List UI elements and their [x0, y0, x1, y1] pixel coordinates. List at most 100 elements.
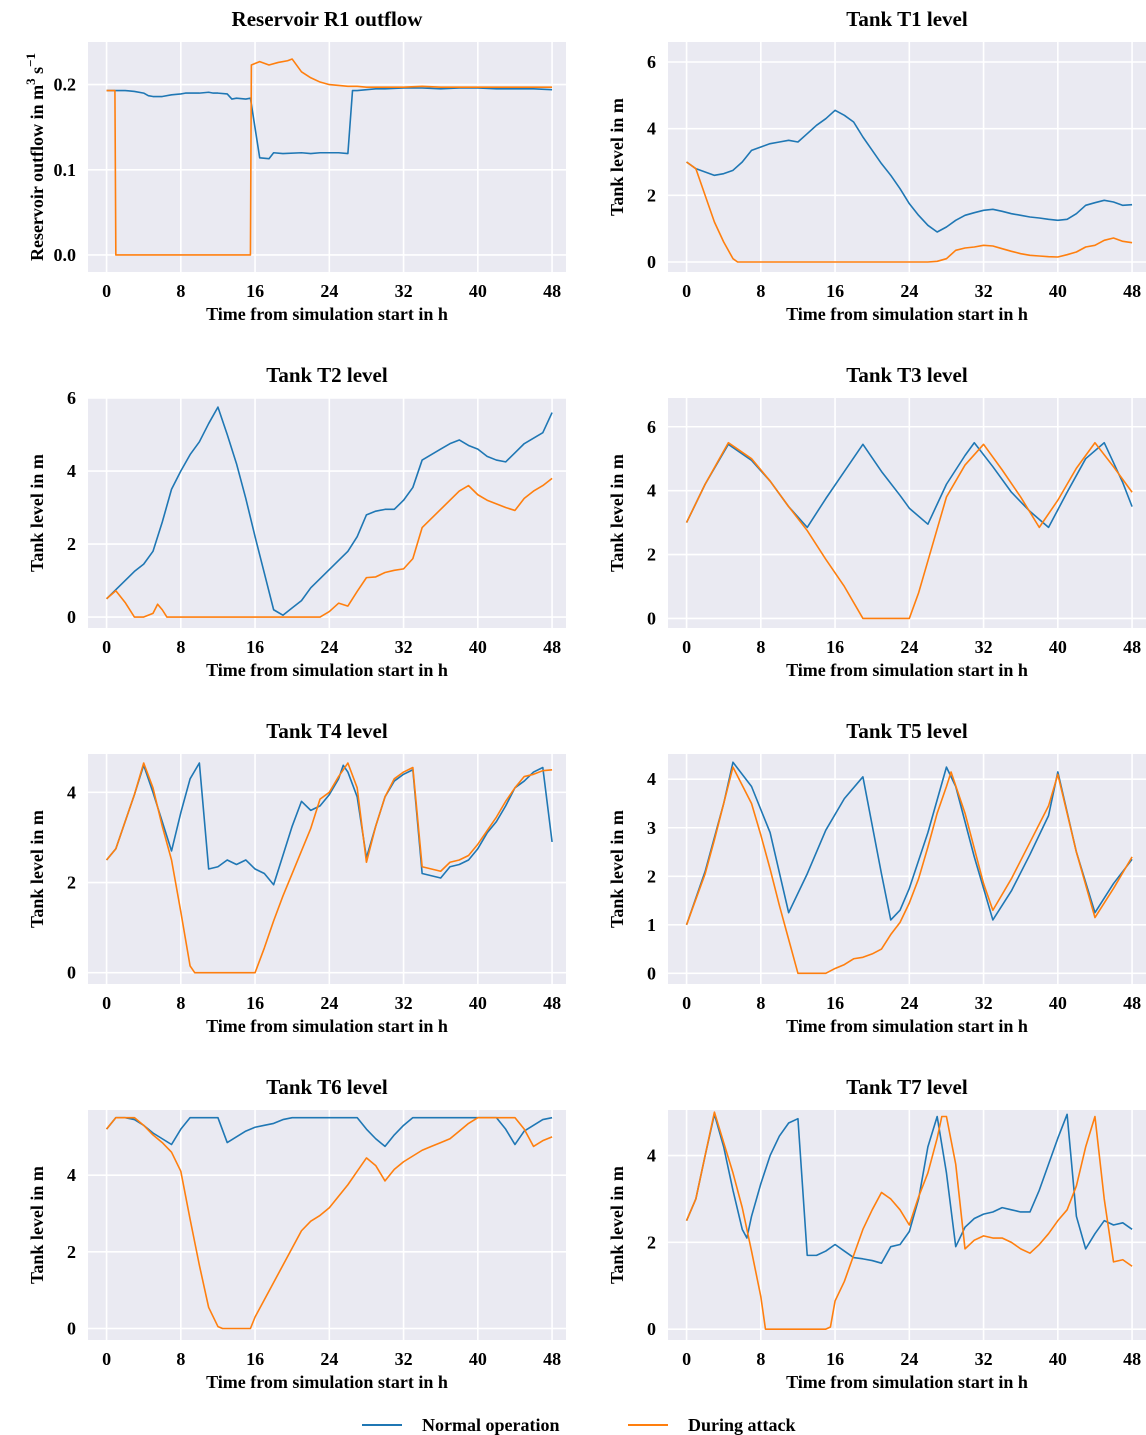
- x-tick-label: 0: [682, 637, 691, 657]
- y-axis-label-unit: s: [27, 67, 47, 79]
- x-tick-label: 32: [975, 637, 993, 657]
- series-line-during-attack: [106, 58, 553, 256]
- x-tick-label: 24: [320, 993, 338, 1013]
- x-axis-label: Time from simulation start in h: [786, 660, 1028, 680]
- series-line-during-attack: [685, 766, 1133, 975]
- x-tick-label: 48: [1123, 637, 1141, 657]
- series-line-during-attack: [106, 477, 553, 618]
- y-tick-label: 4: [67, 461, 76, 481]
- x-tick-label: 48: [543, 637, 561, 657]
- x-tick-label: 16: [246, 281, 264, 301]
- y-tick-label: 0.2: [54, 75, 77, 95]
- plot-area: [88, 754, 566, 984]
- x-tick-label: 8: [176, 637, 185, 657]
- x-tick-label: 24: [320, 1349, 338, 1369]
- x-tick-label: 32: [975, 1349, 993, 1369]
- legend: Normal operation During attack: [362, 1415, 796, 1435]
- x-tick-label: 16: [246, 1349, 264, 1369]
- y-tick-label: 2: [647, 866, 656, 886]
- series-line-normal-operation: [106, 87, 553, 160]
- y-tick-label: 2: [67, 534, 76, 554]
- x-tick-label: 48: [543, 993, 561, 1013]
- legend-attack-label: During attack: [688, 1415, 796, 1435]
- x-tick-label: 8: [756, 637, 765, 657]
- x-tick-label: 48: [1123, 993, 1141, 1013]
- x-tick-label: 32: [395, 637, 413, 657]
- series-line-normal-operation: [685, 1113, 1133, 1264]
- x-tick-label: 8: [176, 993, 185, 1013]
- y-tick-label: 4: [647, 1146, 656, 1166]
- x-tick-label: 40: [1049, 637, 1067, 657]
- chart-title: Tank T6 level: [266, 1075, 388, 1099]
- x-tick-label: 40: [469, 281, 487, 301]
- y-tick-label: 0: [647, 1319, 656, 1339]
- x-tick-label: 40: [1049, 993, 1067, 1013]
- series-line-during-attack: [105, 1116, 553, 1330]
- x-axis-label: Time from simulation start in h: [206, 304, 448, 324]
- series-line-normal-operation: [105, 406, 553, 617]
- x-tick-label: 48: [543, 1349, 561, 1369]
- x-tick-label: 24: [900, 993, 918, 1013]
- series-line-normal-operation: [105, 762, 553, 886]
- x-tick-label: 24: [320, 637, 338, 657]
- y-tick-label: 4: [647, 481, 656, 501]
- y-axis-label: Tank level in m: [27, 454, 47, 572]
- y-tick-label: 0: [647, 252, 656, 272]
- y-tick-label: 0: [67, 963, 76, 983]
- x-tick-label: 40: [1049, 1349, 1067, 1369]
- x-tick-label: 40: [469, 993, 487, 1013]
- series-line-during-attack: [685, 441, 1133, 620]
- x-tick-label: 48: [1123, 1349, 1141, 1369]
- series-line-during-attack: [685, 1111, 1133, 1330]
- y-tick-label: 4: [647, 119, 656, 139]
- plot-area: [88, 1110, 566, 1340]
- plot-area: [668, 754, 1146, 984]
- x-axis-label: Time from simulation start in h: [786, 1372, 1028, 1392]
- plot-area: [668, 42, 1146, 272]
- y-tick-label: 6: [647, 417, 656, 437]
- x-tick-label: 32: [395, 1349, 413, 1369]
- y-axis-label: Tank level in m: [27, 810, 47, 928]
- x-tick-label: 16: [826, 1349, 844, 1369]
- y-axis-label: Tank level in m: [607, 454, 627, 572]
- x-tick-label: 40: [1049, 281, 1067, 301]
- x-tick-label: 0: [682, 1349, 691, 1369]
- chart-panel-0: 0 8 16 24 32 40 48 0.0 0.1 0.2 Reservoir R1 outflo…: [23, 7, 566, 324]
- x-tick-label: 8: [176, 1349, 185, 1369]
- x-tick-label: 32: [975, 281, 993, 301]
- y-axis-label-text: Reservoir outflow in m: [27, 85, 47, 261]
- x-tick-label: 0: [682, 281, 691, 301]
- plot-area: [88, 398, 566, 628]
- x-tick-label: 0: [102, 1349, 111, 1369]
- x-tick-label: 8: [756, 281, 765, 301]
- x-tick-label: 0: [102, 637, 111, 657]
- chart-title: Tank T5 level: [846, 719, 968, 743]
- series-line-during-attack: [686, 161, 1133, 263]
- x-axis-label: Time from simulation start in h: [786, 304, 1028, 324]
- y-axis-label: Tank level in m: [607, 810, 627, 928]
- plot-area: [88, 42, 566, 272]
- y-tick-label: 2: [647, 1232, 656, 1252]
- x-tick-label: 0: [102, 281, 111, 301]
- plot-area: [668, 1110, 1146, 1340]
- x-tick-label: 32: [395, 993, 413, 1013]
- y-axis-label: Tank level in m: [27, 1166, 47, 1284]
- x-tick-label: 48: [1123, 281, 1141, 301]
- x-tick-label: 40: [469, 637, 487, 657]
- series-line-normal-operation: [685, 761, 1133, 926]
- y-tick-label: 6: [67, 388, 76, 408]
- y-tick-label: 0: [647, 608, 656, 628]
- chart-title: Tank T4 level: [266, 719, 388, 743]
- y-tick-label: 0: [67, 1319, 76, 1339]
- plot-area: [668, 398, 1146, 628]
- x-tick-label: 24: [320, 281, 338, 301]
- chart-title: Tank T2 level: [266, 363, 388, 387]
- x-tick-label: 0: [682, 993, 691, 1013]
- y-axis-label: Tank level in m: [607, 98, 627, 216]
- chart-title: Tank T1 level: [846, 7, 968, 31]
